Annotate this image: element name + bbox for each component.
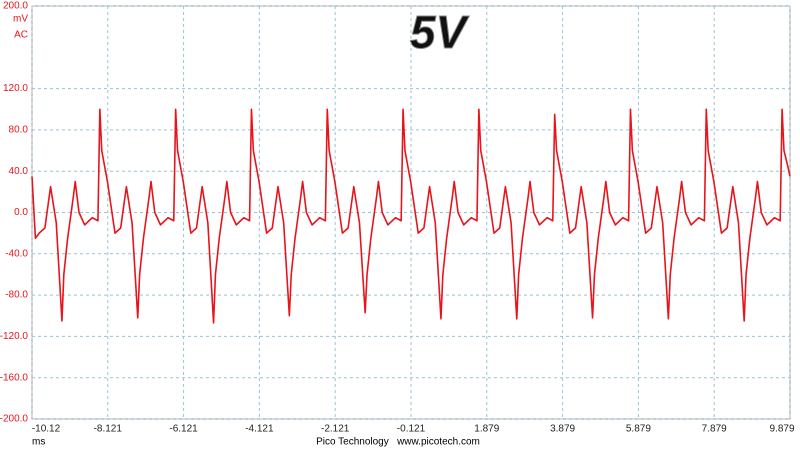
y-tick-label: 40.0 <box>9 166 29 177</box>
y-tick-label: -80.0 <box>5 290 28 301</box>
y-tick-label: -200.0 <box>0 414 28 425</box>
x-tick-label: 7.879 <box>702 424 727 435</box>
y-tick-label: -120.0 <box>0 331 28 342</box>
chart-title: 5V <box>410 6 470 58</box>
x-tick-label: -8.121 <box>94 424 123 435</box>
y-tick-label: 200.0 <box>3 1 28 12</box>
x-tick-label: -4.121 <box>245 424 274 435</box>
x-tick-label: -2.121 <box>321 424 350 435</box>
coupling: AC <box>14 30 28 41</box>
x-tick-label: 9.879 <box>769 424 794 435</box>
signal-trace <box>31 108 791 324</box>
x-tick-label: 5.879 <box>626 424 651 435</box>
y-tick-label: 120.0 <box>3 83 28 94</box>
y-tick-label: 80.0 <box>9 125 29 136</box>
x-unit: ms <box>32 437 45 448</box>
x-tick-label: 3.879 <box>550 424 575 435</box>
x-tick-label: -0.121 <box>397 424 426 435</box>
footer: Pico Technology www.picotech.com <box>316 437 480 448</box>
x-tick-label: 1.879 <box>474 424 499 435</box>
y-unit: mV <box>13 14 28 25</box>
y-tick-label: 0.0 <box>14 207 28 218</box>
x-tick-label: -10.12 <box>32 424 61 435</box>
y-tick-label: -40.0 <box>5 248 28 259</box>
y-tick-label: -160.0 <box>0 372 28 383</box>
x-tick-label: -6.121 <box>169 424 198 435</box>
